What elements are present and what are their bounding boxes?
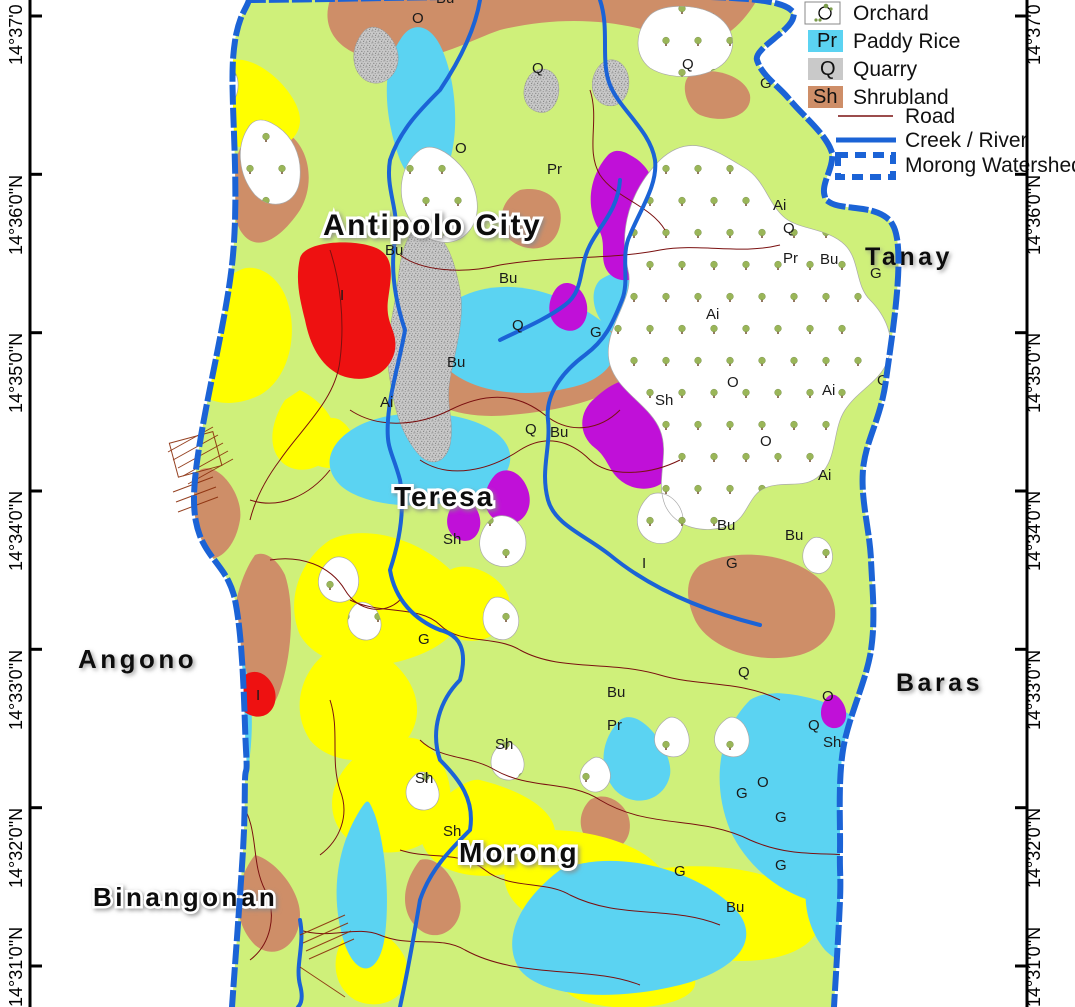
svg-text:Ai: Ai	[380, 394, 393, 411]
svg-text:14°36'0"N: 14°36'0"N	[6, 175, 26, 255]
svg-text:Q: Q	[682, 56, 694, 73]
svg-text:Q: Q	[738, 664, 750, 681]
svg-text:I: I	[256, 687, 260, 704]
svg-text:O: O	[822, 688, 834, 705]
svg-text:G: G	[590, 324, 602, 341]
svg-text:Sh: Sh	[415, 770, 433, 787]
svg-text:Bu: Bu	[785, 527, 803, 544]
svg-text:Bu: Bu	[447, 354, 465, 371]
svg-text:G: G	[674, 863, 686, 880]
svg-text:O: O	[455, 140, 467, 157]
svg-text:G: G	[736, 785, 748, 802]
svg-text:Orchard: Orchard	[853, 2, 929, 25]
svg-text:Bu: Bu	[717, 517, 735, 534]
svg-text:Bu: Bu	[726, 899, 744, 916]
svg-text:Q: Q	[783, 220, 795, 237]
svg-text:14°33'0"N: 14°33'0"N	[6, 650, 26, 730]
svg-text:14°31'0"N: 14°31'0"N	[6, 927, 26, 1007]
svg-text:14°31'0"N: 14°31'0"N	[1024, 927, 1044, 1007]
svg-text:Quarry: Quarry	[853, 58, 918, 81]
svg-text:14°36'0"N: 14°36'0"N	[1024, 175, 1044, 255]
svg-text:14°32'0"N: 14°32'0"N	[6, 808, 26, 888]
svg-text:I: I	[642, 555, 646, 572]
svg-text:Bu: Bu	[385, 242, 403, 259]
svg-text:G: G	[775, 809, 787, 826]
svg-text:Angono: Angono	[78, 644, 197, 674]
svg-text:Creek / River: Creek / River	[905, 129, 1028, 152]
svg-text:Bu: Bu	[436, 0, 454, 7]
svg-text:14°37'0: 14°37'0	[6, 4, 26, 65]
svg-text:Q: Q	[525, 421, 537, 438]
svg-text:14°34'0"N: 14°34'0"N	[6, 491, 26, 571]
svg-text:Sh: Sh	[813, 86, 837, 108]
svg-text:Teresa: Teresa	[394, 481, 494, 512]
svg-text:14°32'0"N: 14°32'0"N	[1024, 808, 1044, 888]
svg-text:Q: Q	[512, 317, 524, 334]
svg-text:Paddy Rice: Paddy Rice	[853, 30, 960, 53]
svg-text:O: O	[757, 774, 769, 791]
svg-text:Bu: Bu	[820, 251, 838, 268]
svg-text:Q: Q	[808, 717, 820, 734]
svg-text:Pr: Pr	[783, 250, 798, 267]
svg-text:14°34'0"N: 14°34'0"N	[1024, 491, 1044, 571]
svg-text:14°37'0: 14°37'0	[1024, 4, 1044, 65]
svg-text:Ai: Ai	[818, 467, 831, 484]
svg-text:Q: Q	[820, 58, 836, 80]
svg-text:Antipolo City: Antipolo City	[323, 209, 542, 242]
svg-text:Morong: Morong	[459, 837, 580, 868]
svg-text:O: O	[760, 433, 772, 450]
svg-text:Bu: Bu	[499, 270, 517, 287]
svg-text:14°35'0"N: 14°35'0"N	[1024, 333, 1044, 413]
svg-text:Baras: Baras	[896, 669, 983, 697]
svg-text:Pr: Pr	[817, 30, 837, 52]
svg-text:G: G	[726, 555, 738, 572]
svg-text:Binangonan: Binangonan	[93, 882, 278, 912]
svg-text:Sh: Sh	[823, 734, 841, 751]
svg-text:O: O	[412, 10, 424, 27]
svg-text:G: G	[418, 631, 430, 648]
svg-text:Ai: Ai	[822, 382, 835, 399]
svg-text:Tanay: Tanay	[865, 243, 953, 271]
svg-text:Bu: Bu	[550, 424, 568, 441]
svg-text:G: G	[775, 857, 787, 874]
svg-text:Sh: Sh	[495, 736, 513, 753]
svg-text:Sh: Sh	[443, 531, 461, 548]
svg-text:O: O	[727, 374, 739, 391]
svg-text:I: I	[340, 287, 344, 304]
svg-text:14°33'0"N: 14°33'0"N	[1024, 650, 1044, 730]
svg-text:14°35'0"N: 14°35'0"N	[6, 333, 26, 413]
svg-text:Pr: Pr	[607, 717, 622, 734]
svg-text:Road: Road	[905, 105, 955, 128]
svg-text:Bu: Bu	[607, 684, 625, 701]
svg-text:Ai: Ai	[706, 306, 719, 323]
svg-text:Pr: Pr	[547, 161, 562, 178]
svg-text:Ai: Ai	[773, 197, 786, 214]
svg-text:Q: Q	[532, 60, 544, 77]
svg-text:Sh: Sh	[655, 392, 673, 409]
svg-text:Morong Watershed: Morong Watershed	[905, 154, 1075, 177]
